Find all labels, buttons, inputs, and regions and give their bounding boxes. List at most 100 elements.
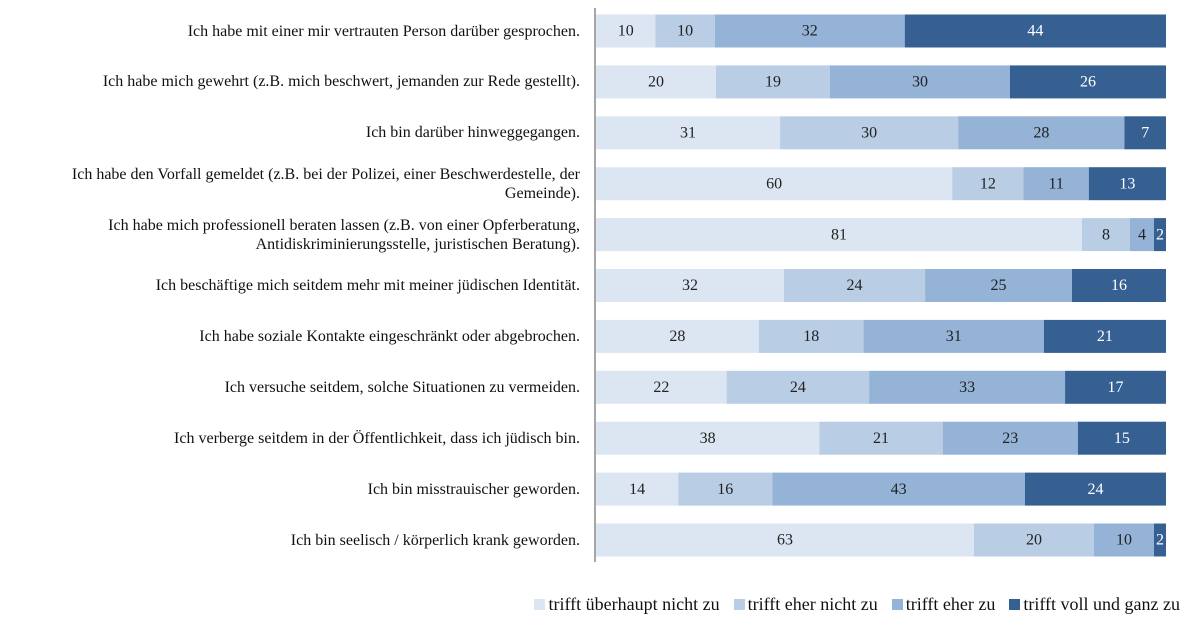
data-label: 16 bbox=[717, 481, 733, 498]
data-label: 25 bbox=[991, 277, 1007, 294]
bar-segment bbox=[904, 14, 1166, 48]
bar-segment bbox=[596, 370, 727, 404]
bar-segment bbox=[1077, 421, 1166, 455]
legend: trifft überhaupt nicht zu trifft eher nic… bbox=[534, 594, 1180, 615]
bar-segment bbox=[942, 421, 1078, 455]
bar-segment bbox=[596, 421, 820, 455]
bar-segment bbox=[958, 116, 1125, 150]
data-label: 28 bbox=[1033, 124, 1049, 141]
category-label: Ich bin misstrauischer geworden. bbox=[367, 480, 580, 498]
bar-segment bbox=[726, 370, 870, 404]
category-label: Ich verberge seitdem in der Öffentlichke… bbox=[174, 429, 580, 447]
data-label: 4 bbox=[1138, 226, 1146, 243]
data-label: 10 bbox=[1116, 532, 1132, 549]
legend-swatch bbox=[891, 599, 903, 610]
bar-segment bbox=[772, 472, 1025, 506]
data-label: 21 bbox=[1097, 328, 1113, 345]
bar-segment bbox=[596, 14, 656, 48]
data-label: 32 bbox=[802, 23, 818, 40]
bar-segment bbox=[863, 319, 1044, 353]
bar-segment bbox=[974, 523, 1094, 557]
bar-segment bbox=[716, 65, 830, 99]
bar-segment bbox=[1154, 523, 1166, 557]
bar-segment bbox=[596, 116, 781, 150]
data-label: 81 bbox=[831, 226, 847, 243]
category-label: Ich habe mich professionell beraten lass… bbox=[108, 216, 580, 253]
bar-segment bbox=[714, 14, 905, 48]
data-label: 43 bbox=[891, 481, 907, 498]
bar-segment bbox=[1088, 167, 1166, 201]
bar-segment bbox=[1130, 218, 1154, 252]
data-label: 8 bbox=[1102, 226, 1110, 243]
bar-segment bbox=[819, 421, 943, 455]
data-label: 20 bbox=[1026, 532, 1042, 549]
bar-segment bbox=[1024, 472, 1166, 506]
bar-segment bbox=[655, 14, 715, 48]
bar-segment bbox=[1154, 218, 1166, 252]
bar-segment bbox=[780, 116, 959, 150]
legend-label: trifft überhaupt nicht zu bbox=[548, 594, 720, 614]
data-label: 24 bbox=[1087, 481, 1103, 498]
data-label: 2 bbox=[1156, 226, 1164, 243]
bar-segment bbox=[596, 167, 953, 201]
bar-segment bbox=[678, 472, 773, 506]
category-label: Ich habe mit einer mir vertrauten Person… bbox=[187, 22, 580, 40]
legend-swatch bbox=[534, 599, 546, 610]
bar-segment bbox=[596, 319, 759, 353]
legend-item: trifft eher zu bbox=[891, 594, 996, 615]
data-label: 32 bbox=[682, 277, 698, 294]
bar-segment bbox=[596, 218, 1082, 252]
bar-segment bbox=[1124, 116, 1166, 150]
data-label: 2 bbox=[1156, 532, 1164, 549]
legend-swatch bbox=[733, 599, 745, 610]
category-label: Ich versuche seitdem, solche Situationen… bbox=[224, 378, 580, 396]
data-label: 10 bbox=[618, 23, 634, 40]
bar-segment bbox=[758, 319, 864, 353]
legend-item: trifft voll und ganz zu bbox=[1009, 594, 1180, 615]
data-label: 63 bbox=[777, 532, 793, 549]
data-label: 13 bbox=[1119, 175, 1135, 192]
bar-segment bbox=[1043, 319, 1166, 353]
data-label: 14 bbox=[629, 481, 645, 498]
data-label: 31 bbox=[946, 328, 962, 345]
category-label: Ich bin seelisch / körperlich krank gewo… bbox=[290, 531, 580, 549]
data-label: 22 bbox=[653, 379, 669, 396]
legend-item: trifft eher nicht zu bbox=[733, 594, 878, 615]
data-label: 12 bbox=[980, 175, 996, 192]
data-label: 24 bbox=[847, 277, 863, 294]
bar-segment bbox=[1082, 218, 1130, 252]
category-label: Ich beschäftige mich seitdem mehr mit me… bbox=[155, 277, 580, 294]
bar-segment bbox=[1071, 269, 1166, 302]
data-label: 60 bbox=[766, 175, 782, 192]
data-label: 26 bbox=[1080, 74, 1096, 91]
bar-segment bbox=[596, 65, 716, 99]
category-label: Ich habe soziale Kontakte eingeschränkt … bbox=[199, 327, 580, 345]
bar-segment bbox=[952, 167, 1024, 201]
bar-segment bbox=[925, 269, 1072, 302]
category-label: Ich habe den Vorfall gemeldet (z.B. bei … bbox=[71, 165, 580, 202]
bar-segment bbox=[596, 523, 974, 557]
legend-label: trifft voll und ganz zu bbox=[1023, 594, 1180, 614]
data-label: 7 bbox=[1141, 124, 1149, 141]
data-label: 23 bbox=[1002, 430, 1018, 447]
data-label: 11 bbox=[1048, 175, 1063, 192]
category-label: Ich habe mich gewehrt (z.B. mich beschwe… bbox=[102, 73, 580, 91]
bar-segment bbox=[784, 269, 926, 302]
bar-segment bbox=[596, 269, 785, 302]
bar-segment bbox=[1010, 65, 1166, 99]
data-label: 20 bbox=[648, 74, 664, 91]
data-label: 18 bbox=[803, 328, 819, 345]
bar-segment bbox=[869, 370, 1066, 404]
legend-label: trifft eher zu bbox=[905, 594, 996, 614]
data-label: 44 bbox=[1027, 23, 1043, 40]
bar-segment bbox=[1023, 167, 1089, 201]
data-label: 16 bbox=[1111, 277, 1127, 294]
data-label: 19 bbox=[765, 74, 781, 91]
bar-segment bbox=[1094, 523, 1154, 557]
data-label: 21 bbox=[873, 430, 889, 447]
data-label: 31 bbox=[680, 124, 696, 141]
legend-label: trifft eher nicht zu bbox=[747, 594, 878, 614]
bar-segment bbox=[830, 65, 1010, 99]
